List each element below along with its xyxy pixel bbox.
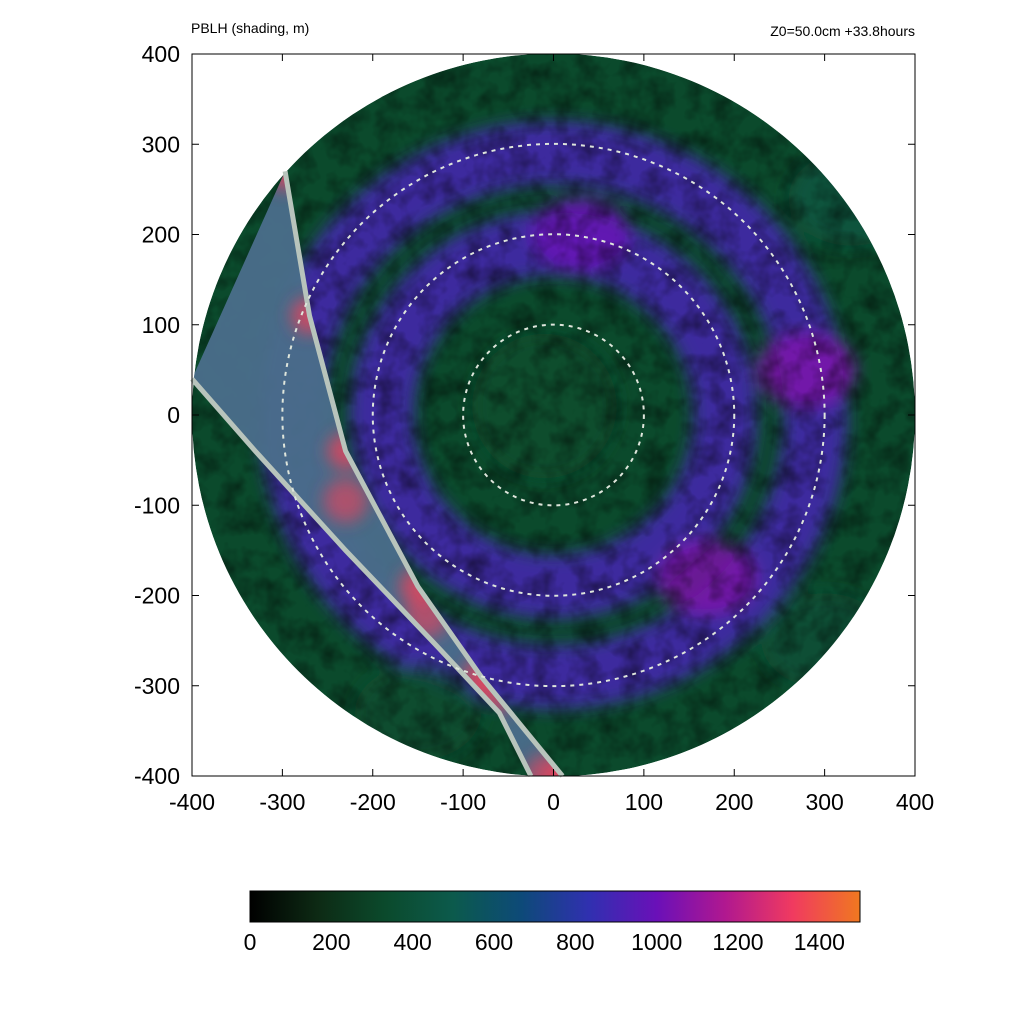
axis-ticks [191, 53, 916, 777]
colorbar-tick-label: 1400 [794, 929, 845, 955]
x-tick-label: -400 [169, 789, 215, 815]
x-tick-label: 400 [896, 789, 934, 815]
x-tick-label: 200 [715, 789, 753, 815]
x-tick-label: 0 [547, 789, 560, 815]
pblh-heatmap [192, 53, 915, 777]
x-tick-label: -200 [350, 789, 396, 815]
colorbar-tick-label: 0 [244, 929, 257, 955]
sector-edge-outer [282, 170, 565, 778]
range-ring [462, 323, 645, 507]
colorbar-tick-label: 400 [393, 929, 431, 955]
y-tick-label: 100 [142, 312, 180, 338]
x-tick-labels: -400 -300 -200 -100 0 100 200 300 400 [169, 789, 934, 815]
x-tick-label: -300 [259, 789, 305, 815]
y-tick-labels: 400 300 200 100 0 -100 -200 -300 -400 [134, 41, 180, 789]
y-tick-label: -100 [134, 492, 180, 518]
y-tick-label: 300 [142, 131, 180, 157]
colorbar-tick-label: 200 [312, 929, 350, 955]
x-tick-label: -100 [440, 789, 486, 815]
range-rings [281, 142, 826, 688]
chart-title: PBLH (shading, m) [191, 20, 309, 36]
colorbar-tick-label: 1200 [712, 929, 763, 955]
y-tick-label: 0 [167, 402, 180, 428]
colorbar-tick-label: 1000 [631, 929, 682, 955]
y-tick-label: -200 [134, 583, 180, 609]
colorbar-tick-label: 800 [556, 929, 594, 955]
range-ring [371, 233, 736, 597]
x-tick-label: 100 [625, 789, 663, 815]
colorbar [249, 890, 861, 923]
y-tick-label: -300 [134, 673, 180, 699]
chart-subtitle: Z0=50.0cm +33.8hours [770, 23, 915, 39]
sector-edge-inner [190, 377, 534, 778]
colorbar-tick-labels: 0 200 400 600 800 1000 1200 1400 [244, 929, 845, 955]
y-tick-label: 200 [142, 222, 180, 248]
y-tick-label: 400 [142, 41, 180, 67]
x-tick-label: 300 [805, 789, 843, 815]
colorbar-tick-label: 600 [475, 929, 513, 955]
range-ring [281, 142, 826, 688]
y-tick-label: -400 [134, 763, 180, 789]
